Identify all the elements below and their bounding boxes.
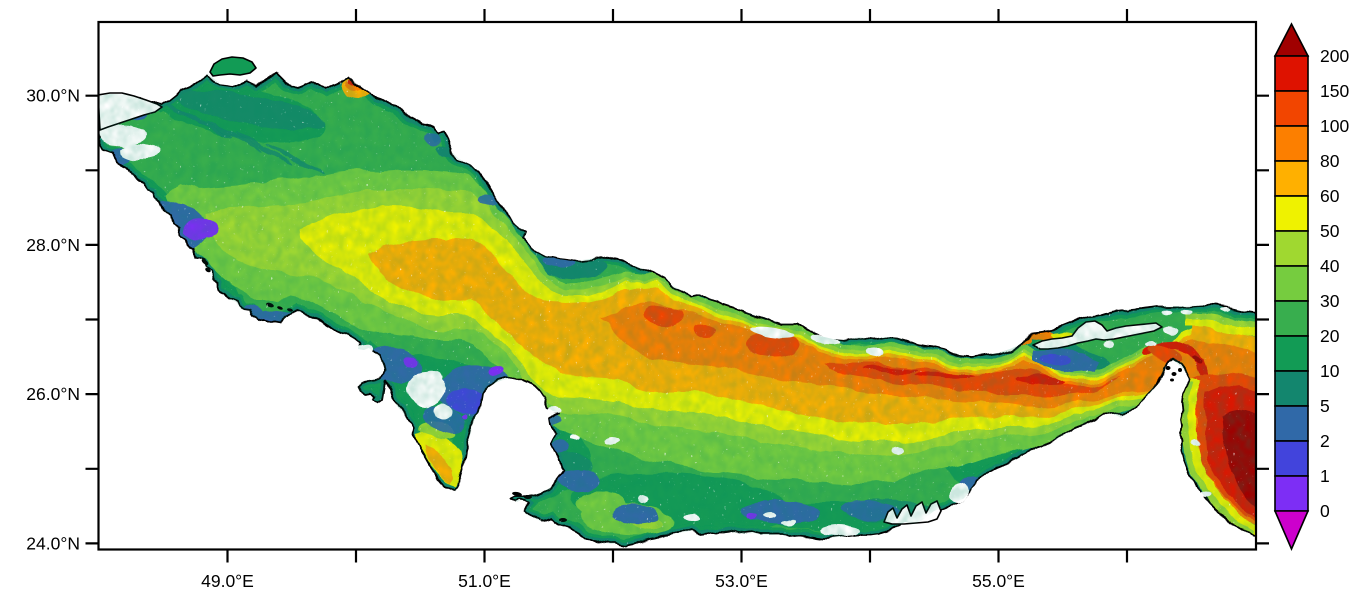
svg-text:50: 50 <box>1320 221 1340 241</box>
svg-text:26.0°N: 26.0°N <box>26 384 80 404</box>
svg-text:10: 10 <box>1320 361 1340 381</box>
svg-text:60: 60 <box>1320 186 1340 206</box>
svg-text:20: 20 <box>1320 326 1340 346</box>
svg-text:200: 200 <box>1320 46 1349 66</box>
svg-text:5: 5 <box>1320 396 1330 416</box>
svg-text:150: 150 <box>1320 81 1349 101</box>
svg-text:2: 2 <box>1320 431 1330 451</box>
svg-text:30: 30 <box>1320 291 1340 311</box>
svg-text:49.0°E: 49.0°E <box>201 571 254 591</box>
svg-text:40: 40 <box>1320 256 1340 276</box>
svg-text:80: 80 <box>1320 151 1340 171</box>
svg-text:51.0°E: 51.0°E <box>458 571 511 591</box>
svg-text:0: 0 <box>1320 501 1330 521</box>
svg-text:30.0°N: 30.0°N <box>26 86 80 106</box>
svg-text:28.0°N: 28.0°N <box>26 235 80 255</box>
svg-text:24.0°N: 24.0°N <box>26 533 80 553</box>
svg-text:1: 1 <box>1320 466 1330 486</box>
svg-text:100: 100 <box>1320 116 1349 136</box>
svg-text:53.0°E: 53.0°E <box>715 571 768 591</box>
svg-text:55.0°E: 55.0°E <box>972 571 1025 591</box>
